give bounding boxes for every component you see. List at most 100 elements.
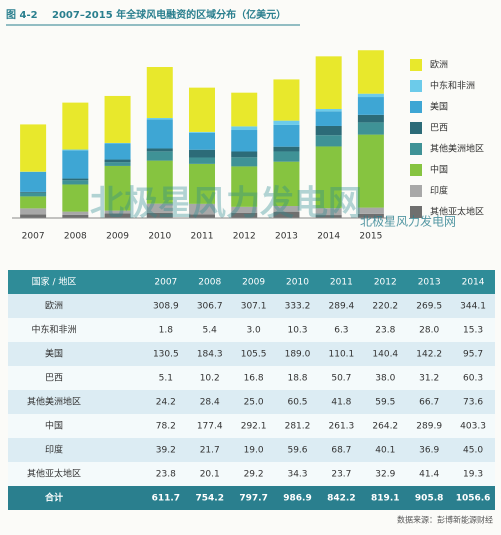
bar-segment <box>104 210 131 214</box>
bar-segment <box>231 157 258 167</box>
bar-segment <box>273 161 300 207</box>
bar-segment <box>357 207 384 214</box>
table-cell: 36.9 <box>419 446 439 456</box>
table-cell: 其他亚太地区 <box>27 468 81 480</box>
table-cell: 110.1 <box>329 350 355 360</box>
bar-segment <box>231 212 258 218</box>
watermark-small: 北极星风力发电网 <box>360 214 456 229</box>
table-cell: 105.5 <box>241 350 267 360</box>
bar-segment <box>315 125 342 136</box>
table-cell: 38.0 <box>375 374 395 384</box>
bar-segment <box>62 178 89 181</box>
table-cell: 306.7 <box>197 302 223 312</box>
table-cell: 2008 <box>198 278 221 288</box>
legend-swatch <box>410 59 422 71</box>
table-cell: 40.1 <box>375 446 395 456</box>
table-cell: 18.8 <box>287 374 307 384</box>
bar-segment <box>273 151 300 162</box>
bar-segment <box>357 97 384 115</box>
bar-segment <box>189 87 215 132</box>
table-cell: 32.9 <box>375 470 395 480</box>
bar-segment <box>273 146 300 152</box>
table-row-bg <box>8 294 495 318</box>
table-cell: 39.2 <box>156 446 176 456</box>
table-cell: 23.8 <box>156 470 176 480</box>
table-row-bg <box>8 486 495 510</box>
bar-segment <box>104 143 131 160</box>
bar-segment <box>146 203 173 213</box>
bar-segment <box>315 135 342 147</box>
table-cell: 1056.6 <box>456 494 491 504</box>
legend-swatch <box>410 164 422 176</box>
bar-segment <box>62 211 89 215</box>
table-cell: 21.7 <box>200 446 220 456</box>
table-cell: 308.9 <box>153 302 179 312</box>
bar-segment <box>146 148 173 152</box>
table-cell: 23.7 <box>331 470 351 480</box>
bar-segment <box>189 149 215 158</box>
table-cell: 15.3 <box>463 326 483 336</box>
table-row-bg <box>8 390 495 414</box>
bar-segment <box>315 108 342 112</box>
x-tick-label: 2007 <box>22 232 45 242</box>
table-cell: 16.8 <box>244 374 264 384</box>
x-tick-label: 2011 <box>191 232 214 242</box>
legend-swatch <box>410 122 422 134</box>
bar-segment <box>20 124 47 172</box>
bar-segment <box>104 213 131 218</box>
bar-segment <box>62 150 89 179</box>
bar-segment <box>273 206 300 212</box>
x-tick-label: 2009 <box>106 232 129 242</box>
table-cell: 印度 <box>45 444 63 456</box>
x-tick-label: 2010 <box>148 232 171 242</box>
table-cell: 60.3 <box>463 374 483 384</box>
table-row-bg <box>8 270 495 294</box>
table-cell: 1096.4 <box>500 494 501 504</box>
bar-segment <box>189 163 215 204</box>
legend-swatch <box>410 80 422 92</box>
watermark: 北极星风力发电网 <box>90 184 362 224</box>
source-note: 数据来源：彭博新能源财经 <box>397 515 493 525</box>
bar-segment <box>315 111 342 126</box>
table-cell: 合计 <box>45 492 63 504</box>
x-tick-label: 2014 <box>317 232 340 242</box>
bar-segment <box>146 67 173 118</box>
bar-segment <box>231 151 258 158</box>
table-cell: 28.4 <box>200 398 220 408</box>
bar-segment <box>357 134 384 208</box>
x-tick-label: 2012 <box>233 232 256 242</box>
table-cell: 59.5 <box>375 398 395 408</box>
bar-segment <box>315 215 342 218</box>
bar-segment <box>357 114 384 123</box>
table-cell: 66.7 <box>419 398 439 408</box>
table-cell: 220.2 <box>372 302 398 312</box>
table-cell: 国家 / 地区 <box>32 276 77 288</box>
bar-segment <box>146 117 173 120</box>
bar-segment <box>357 122 384 135</box>
legend-label: 其他美洲地区 <box>430 143 484 155</box>
table-cell: 19.3 <box>463 470 483 480</box>
table-cell: 78.2 <box>156 422 176 432</box>
table-cell: 10.2 <box>200 374 220 384</box>
table-cell: 142.2 <box>416 350 442 360</box>
table-cell: 2011 <box>330 278 353 288</box>
table-cell: 2009 <box>242 278 265 288</box>
legend-label: 美国 <box>430 101 448 113</box>
bar-segment <box>315 208 342 216</box>
bar-segment <box>315 146 342 209</box>
table-cell: 842.2 <box>327 494 355 504</box>
bar-segment <box>20 196 47 209</box>
table-cell: 140.4 <box>372 350 398 360</box>
bar-segment <box>231 130 258 152</box>
table-cell: 611.7 <box>152 494 180 504</box>
table-cell: 264.2 <box>372 422 398 432</box>
table-cell: 2013 <box>418 278 441 288</box>
table-cell: 20.1 <box>200 470 220 480</box>
table-cell: 2010 <box>286 278 309 288</box>
table-cell: 177.4 <box>197 422 223 432</box>
table-cell: 60.5 <box>287 398 307 408</box>
table-cell: 269.5 <box>416 302 442 312</box>
bar-segment <box>357 50 384 94</box>
x-tick-label: 2013 <box>275 232 298 242</box>
